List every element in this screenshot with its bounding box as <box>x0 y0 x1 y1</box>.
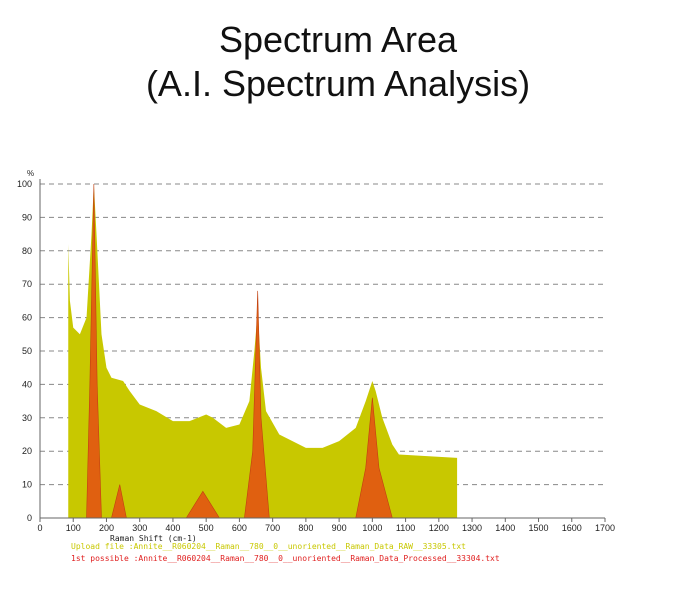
x-tick-label: 0 <box>37 523 42 533</box>
x-tick-label: 1700 <box>595 523 615 533</box>
legend-entry-2: 1st possible :Annite__R060204__Raman__78… <box>71 554 500 563</box>
y-tick-label: 20 <box>22 446 32 456</box>
x-tick-label: 500 <box>199 523 214 533</box>
y-tick-label: 10 <box>22 480 32 490</box>
y-tick-label: 60 <box>22 313 32 323</box>
legend-entry-1: Upload file :Annite__R060204__Raman__780… <box>71 542 466 551</box>
x-axis-label: Raman Shift (cm-1) <box>110 534 197 543</box>
x-tick-label: 1200 <box>429 523 449 533</box>
x-tick-label: 300 <box>132 523 147 533</box>
x-tick-label: 1400 <box>495 523 515 533</box>
x-tick-label: 700 <box>265 523 280 533</box>
y-tick-label: 30 <box>22 413 32 423</box>
x-tick-label: 1500 <box>529 523 549 533</box>
x-tick-label: 600 <box>232 523 247 533</box>
y-tick-label: 50 <box>22 346 32 356</box>
y-tick-label: 40 <box>22 379 32 389</box>
title-line-1: Spectrum Area <box>218 19 458 60</box>
x-tick-label: 100 <box>66 523 81 533</box>
x-tick-label: 200 <box>99 523 114 533</box>
x-tick-label: 900 <box>332 523 347 533</box>
title-line-2: (A.I. Spectrum Analysis) <box>145 63 531 104</box>
y-tick-label: 100 <box>17 179 32 189</box>
x-tick-label: 1600 <box>562 523 582 533</box>
x-tick-label: 400 <box>165 523 180 533</box>
x-tick-label: 800 <box>298 523 313 533</box>
x-tick-label: 1300 <box>462 523 482 533</box>
slide-title: Spectrum Area (A.I. Spectrum Analysis) <box>0 18 676 106</box>
x-tick-label: 1000 <box>362 523 382 533</box>
y-axis-label: % <box>27 169 34 178</box>
series-area-1 <box>68 184 458 518</box>
y-tick-label: 0 <box>27 513 32 523</box>
y-tick-label: 80 <box>22 246 32 256</box>
y-tick-label: 90 <box>22 212 32 222</box>
x-tick-label: 1100 <box>396 523 415 533</box>
y-tick-label: 70 <box>22 279 32 289</box>
